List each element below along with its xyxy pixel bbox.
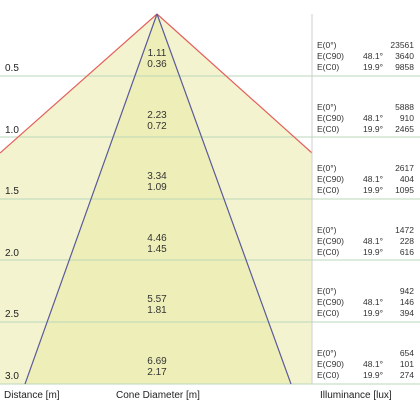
illuminance-key: E(C90) [317, 51, 344, 61]
illuminance-value: 616 [399, 247, 414, 257]
beam-angle: 48.1° [363, 297, 383, 307]
illuminance-value: 910 [399, 113, 414, 123]
inner-cone-right-edge [156, 13, 292, 385]
illuminance-value: 2617 [395, 163, 414, 173]
cone-diameter-inner: 2.17 [147, 367, 167, 378]
illuminance-key: E(0°) [317, 348, 337, 358]
cone-diameter-outer: 6.69 [147, 356, 167, 367]
illuminance-key: E(C0) [317, 247, 340, 257]
distance-value: 0.5 [5, 63, 19, 74]
illuminance-value: 3640 [395, 51, 414, 61]
illuminance-key: E(C90) [317, 113, 344, 123]
illuminance-key: E(C0) [317, 185, 340, 195]
beam-angle: 19.9° [363, 185, 383, 195]
distance-value: 1.0 [5, 125, 19, 136]
illuminance-value: 404 [399, 174, 414, 184]
illuminance-key: E(0°) [317, 225, 337, 235]
illuminance-key: E(C0) [317, 308, 340, 318]
beam-angle: 19.9° [363, 124, 383, 134]
illuminance-value: 23561 [390, 40, 414, 50]
illuminance-key: E(0°) [317, 286, 337, 296]
illuminance-key: E(C90) [317, 174, 344, 184]
illuminance-value: 942 [399, 286, 414, 296]
outer-cone-left-edge [0, 13, 158, 154]
beam-angle: 19.9° [363, 247, 383, 257]
illuminance-value: 1095 [395, 185, 414, 195]
illuminance-key: E(0°) [317, 40, 337, 50]
distance-value: 3.0 [5, 371, 19, 382]
illuminance-key: E(C90) [317, 297, 344, 307]
cone-diameter-outer: 4.46 [147, 233, 167, 244]
illuminance-value: 146 [399, 297, 414, 307]
cone-diameter-outer: 5.57 [147, 294, 167, 305]
cone-diameter-inner: 0.36 [147, 59, 167, 70]
beam-angle: 19.9° [363, 62, 383, 72]
illuminance-label: Illuminance [lux] [320, 390, 392, 401]
beam-angle: 48.1° [363, 236, 383, 246]
illuminance-key: E(C90) [317, 359, 344, 369]
cone-diameter-outer: 2.23 [147, 110, 167, 121]
cone-diameter-outer: 1.11 [147, 48, 167, 59]
beam-angle: 48.1° [363, 113, 383, 123]
illuminance-value: 9858 [395, 62, 414, 72]
illuminance-value: 228 [399, 236, 414, 246]
illuminance-value: 5888 [395, 102, 414, 112]
illuminance-key: E(C90) [317, 236, 344, 246]
inner-cone-left-edge [24, 13, 158, 385]
illuminance-key: E(0°) [317, 102, 337, 112]
distance-value: 1.5 [5, 186, 19, 197]
beam-angle: 48.1° [363, 174, 383, 184]
illuminance-key: E(C0) [317, 62, 340, 72]
illuminance-value: 1472 [395, 225, 414, 235]
illuminance-value: 2465 [395, 124, 414, 134]
cone-diameter-inner: 1.81 [147, 305, 167, 316]
illuminance-key: E(0°) [317, 163, 337, 173]
cone-diameter-inner: 0.72 [147, 121, 167, 132]
outer-cone-right-edge [156, 13, 313, 154]
illuminance-key: E(C0) [317, 370, 340, 380]
distance-axis-label: Distance [m] [4, 390, 60, 401]
illuminance-value: 394 [399, 308, 414, 318]
cone-diameter-inner: 1.09 [147, 182, 167, 193]
beam-angle: 48.1° [363, 51, 383, 61]
distance-value: 2.5 [5, 309, 19, 320]
illuminance-value: 654 [399, 348, 414, 358]
cone-diameter-label: Cone Diameter [m] [116, 390, 200, 401]
beam-angle: 48.1° [363, 359, 383, 369]
illuminance-key: E(C0) [317, 124, 340, 134]
distance-value: 2.0 [5, 248, 19, 259]
cone-diameter-outer: 3.34 [147, 171, 167, 182]
beam-angle: 19.9° [363, 308, 383, 318]
beam-angle: 19.9° [363, 370, 383, 380]
cone-diameter-inner: 1.45 [147, 244, 167, 255]
illuminance-value: 274 [399, 370, 414, 380]
illuminance-value: 101 [399, 359, 414, 369]
distance-gridlines [0, 75, 420, 385]
